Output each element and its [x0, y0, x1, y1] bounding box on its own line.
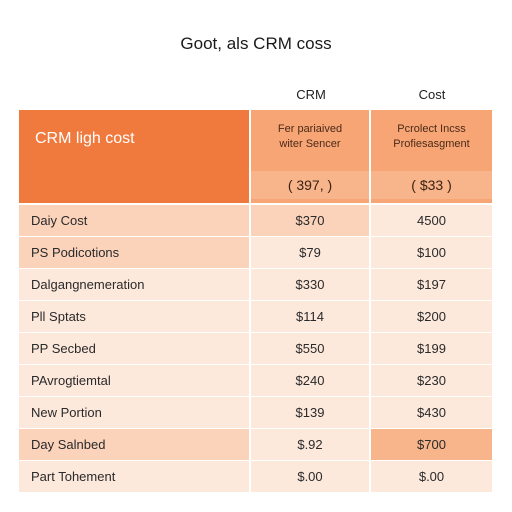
cost-value: $700 — [371, 429, 492, 460]
header-crm-subtitle: Fer pariaived witer Sencer — [277, 123, 343, 150]
header-cost-subtitle: Pcrolect Incss Profiesasgment — [393, 123, 470, 150]
table-row: New Portion $139 $430 — [19, 397, 492, 428]
cost-value: $430 — [371, 397, 492, 428]
crm-value: $79 — [251, 237, 369, 268]
column-header-crm: CRM — [296, 87, 326, 102]
row-label: Daiy Cost — [19, 205, 249, 236]
table-row: Dalgangnemeration $330 $197 — [19, 269, 492, 300]
crm-value: $114 — [251, 301, 369, 332]
crm-value: $550 — [251, 333, 369, 364]
cost-value: $100 — [371, 237, 492, 268]
crm-value: $.00 — [251, 461, 369, 492]
header-cell-crm: Fer pariaived witer Sencer ( 397, ) — [251, 110, 369, 203]
row-label: PAvrogtiemtal — [19, 365, 249, 396]
header-crm-price: ( 397, ) — [251, 171, 369, 199]
crm-value: $.92 — [251, 429, 369, 460]
crm-value: $370 — [251, 205, 369, 236]
table-row: PS Podicotions $79 $100 — [19, 237, 492, 268]
table-row: Part Tohement $.00 $.00 — [19, 461, 492, 492]
row-label: Dalgangnemeration — [19, 269, 249, 300]
header-cell-cost: Pcrolect Incss Profiesasgment ( $33 ) — [371, 110, 492, 203]
cost-value: $.00 — [371, 461, 492, 492]
row-label: Pll Sptats — [19, 301, 249, 332]
header-left-cell: CRM ligh cost — [19, 110, 249, 203]
table-header: CRM ligh cost Fer pariaived witer Sencer … — [19, 110, 492, 203]
crm-value: $240 — [251, 365, 369, 396]
crm-value: $330 — [251, 269, 369, 300]
table-row: Day Salnbed $.92 $700 — [19, 429, 492, 460]
cost-value: $200 — [371, 301, 492, 332]
row-label: PS Podicotions — [19, 237, 249, 268]
table-row: PP Secbed $550 $199 — [19, 333, 492, 364]
table-row: PAvrogtiemtal $240 $230 — [19, 365, 492, 396]
row-label: Part Tohement — [19, 461, 249, 492]
cost-value: $199 — [371, 333, 492, 364]
row-label: New Portion — [19, 397, 249, 428]
cost-value: $197 — [371, 269, 492, 300]
page-title: Goot, als CRM coss — [180, 34, 332, 53]
pricing-table: CRM ligh cost Fer pariaived witer Sencer … — [19, 110, 492, 492]
table-row: Pll Sptats $114 $200 — [19, 301, 492, 332]
column-header-cost: Cost — [418, 87, 446, 102]
row-label: Day Salnbed — [19, 429, 249, 460]
cost-value: 4500 — [371, 205, 492, 236]
crm-value: $139 — [251, 397, 369, 428]
cost-value: $230 — [371, 365, 492, 396]
header-left-label: CRM ligh cost — [35, 130, 135, 147]
table-row: Daiy Cost $370 4500 — [19, 205, 492, 236]
row-label: PP Secbed — [19, 333, 249, 364]
header-cost-price: ( $33 ) — [371, 171, 492, 199]
